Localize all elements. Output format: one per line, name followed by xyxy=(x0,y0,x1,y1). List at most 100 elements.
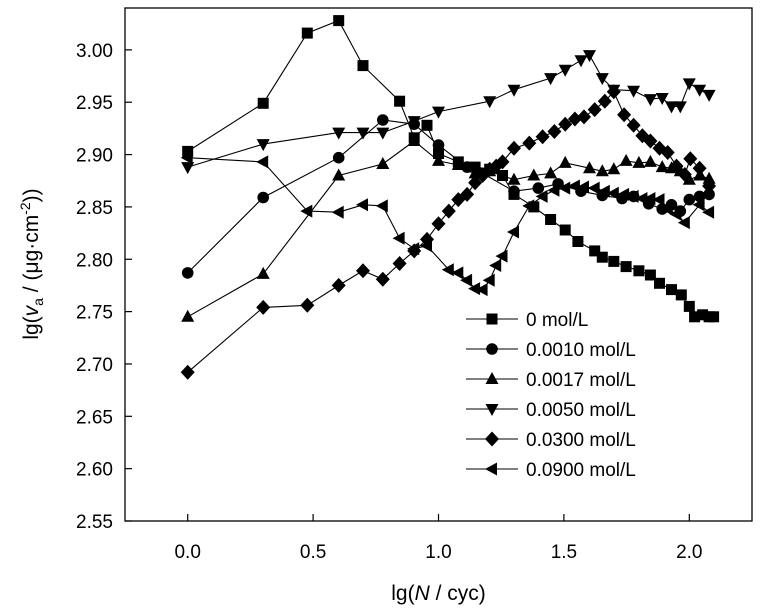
y-tick-label: 2.90 xyxy=(76,146,113,167)
legend-label: 0.0010 mol/L xyxy=(526,340,636,361)
x-tick-label: 1.5 xyxy=(551,542,577,563)
data-point-triangle-left xyxy=(356,198,368,212)
data-point-square xyxy=(633,265,645,277)
data-point-triangle-up xyxy=(643,154,657,167)
y-tick-label: 2.95 xyxy=(76,93,113,114)
y-tick-label: 2.60 xyxy=(76,460,113,481)
data-point-diamond xyxy=(331,277,346,293)
y-tick-label: 2.70 xyxy=(76,355,113,376)
plot-frame xyxy=(124,7,753,522)
y-tick-label: 2.75 xyxy=(76,303,113,324)
data-point-triangle-up xyxy=(181,309,195,322)
data-point-triangle-down xyxy=(627,85,641,98)
data-point-triangle-down xyxy=(682,78,696,91)
legend-label: 0 mol/L xyxy=(526,310,588,331)
data-point-square xyxy=(683,300,695,312)
legend-marker xyxy=(486,313,498,325)
y-tick-label: 2.80 xyxy=(76,250,113,271)
series-5 xyxy=(180,84,717,380)
x-tick-label: 0.5 xyxy=(300,542,326,563)
legend-item: 0 mol/L xyxy=(466,310,588,331)
data-point-diamond xyxy=(300,297,315,313)
legend-marker xyxy=(485,372,499,384)
data-point-circle xyxy=(532,182,545,194)
data-point-circle xyxy=(377,114,389,126)
legend-label: 0.0017 mol/L xyxy=(526,370,636,391)
data-point-square xyxy=(357,60,369,72)
legend-marker xyxy=(486,343,498,355)
data-point-triangle-left xyxy=(256,155,269,169)
data-point-triangle-up xyxy=(619,153,633,166)
data-point-circle xyxy=(332,151,345,164)
x-tick-label: 0.0 xyxy=(174,542,200,563)
x-tick-label: 1.0 xyxy=(425,542,451,563)
x-axis-title: lg(N / cyc) xyxy=(391,582,486,605)
data-point-diamond xyxy=(356,263,370,279)
data-point-triangle-left xyxy=(300,204,313,218)
data-point-square xyxy=(545,214,557,225)
series-layer xyxy=(180,15,720,380)
legend-item: 0.0017 mol/L xyxy=(466,370,636,391)
data-point-triangle-down xyxy=(507,84,521,97)
series-line xyxy=(187,140,710,318)
data-point-square xyxy=(596,251,608,263)
series-6 xyxy=(180,151,715,297)
data-point-circle xyxy=(181,267,194,279)
x-tick-label: 2.0 xyxy=(676,542,702,563)
series-1 xyxy=(182,15,720,323)
y-axis-ticks: 2.55 2.60 2.65 2.70 2.75 2.80 2.85 2.90 2.95 3.00 xyxy=(76,41,132,533)
data-point-triangle-down xyxy=(432,106,445,119)
data-point-circle xyxy=(508,185,520,197)
data-point-diamond xyxy=(256,299,271,315)
legend-item: 0.0300 mol/L xyxy=(466,430,636,451)
legend-label: 0.0900 mol/L xyxy=(526,460,636,481)
data-point-triangle-left xyxy=(482,273,495,287)
y-tick-label: 3.00 xyxy=(76,41,113,62)
data-point-triangle-down xyxy=(376,127,390,140)
data-point-triangle-down xyxy=(558,64,572,77)
data-point-triangle-up xyxy=(544,166,558,179)
data-point-diamond xyxy=(180,364,195,380)
legend-marker xyxy=(485,431,499,447)
data-point-circle xyxy=(683,193,696,206)
series-4 xyxy=(181,50,716,175)
data-point-square xyxy=(301,27,313,39)
legend-item: 0.0900 mol/L xyxy=(466,460,636,481)
data-point-square xyxy=(675,289,687,301)
data-point-triangle-down xyxy=(702,89,716,102)
data-point-square xyxy=(654,277,665,289)
data-point-triangle-left xyxy=(331,205,344,219)
data-point-circle xyxy=(257,191,269,204)
data-point-triangle-left xyxy=(392,231,405,245)
data-point-triangle-left xyxy=(507,225,519,239)
data-point-triangle-down xyxy=(643,94,657,107)
data-point-square xyxy=(666,284,677,296)
legend-label: 0.0300 mol/L xyxy=(526,430,636,451)
data-point-square xyxy=(394,95,406,107)
data-point-triangle-up xyxy=(558,155,572,168)
data-point-square xyxy=(333,15,345,27)
y-tick-label: 2.55 xyxy=(76,512,113,533)
data-point-diamond xyxy=(587,102,602,118)
series-line xyxy=(187,90,710,373)
data-point-square xyxy=(572,236,584,247)
data-point-triangle-down xyxy=(574,55,588,68)
y-axis-title: lg(va / (μg·cm-2)) xyxy=(17,188,46,339)
data-point-triangle-up xyxy=(376,157,390,169)
data-point-square xyxy=(608,255,620,267)
y-tick-label: 2.65 xyxy=(76,407,113,428)
data-point-triangle-down xyxy=(673,101,687,114)
data-point-triangle-up xyxy=(607,162,621,175)
data-point-square xyxy=(620,261,632,273)
data-point-triangle-left xyxy=(375,199,388,213)
data-point-square xyxy=(559,224,571,236)
legend-marker xyxy=(485,462,497,476)
data-point-diamond xyxy=(522,135,537,151)
series-line xyxy=(187,54,710,168)
data-point-circle xyxy=(432,139,445,151)
data-point-square xyxy=(257,97,269,109)
legend-item: 0.0050 mol/L xyxy=(466,400,636,421)
data-point-triangle-left xyxy=(489,259,502,272)
data-point-triangle-left xyxy=(441,263,454,277)
